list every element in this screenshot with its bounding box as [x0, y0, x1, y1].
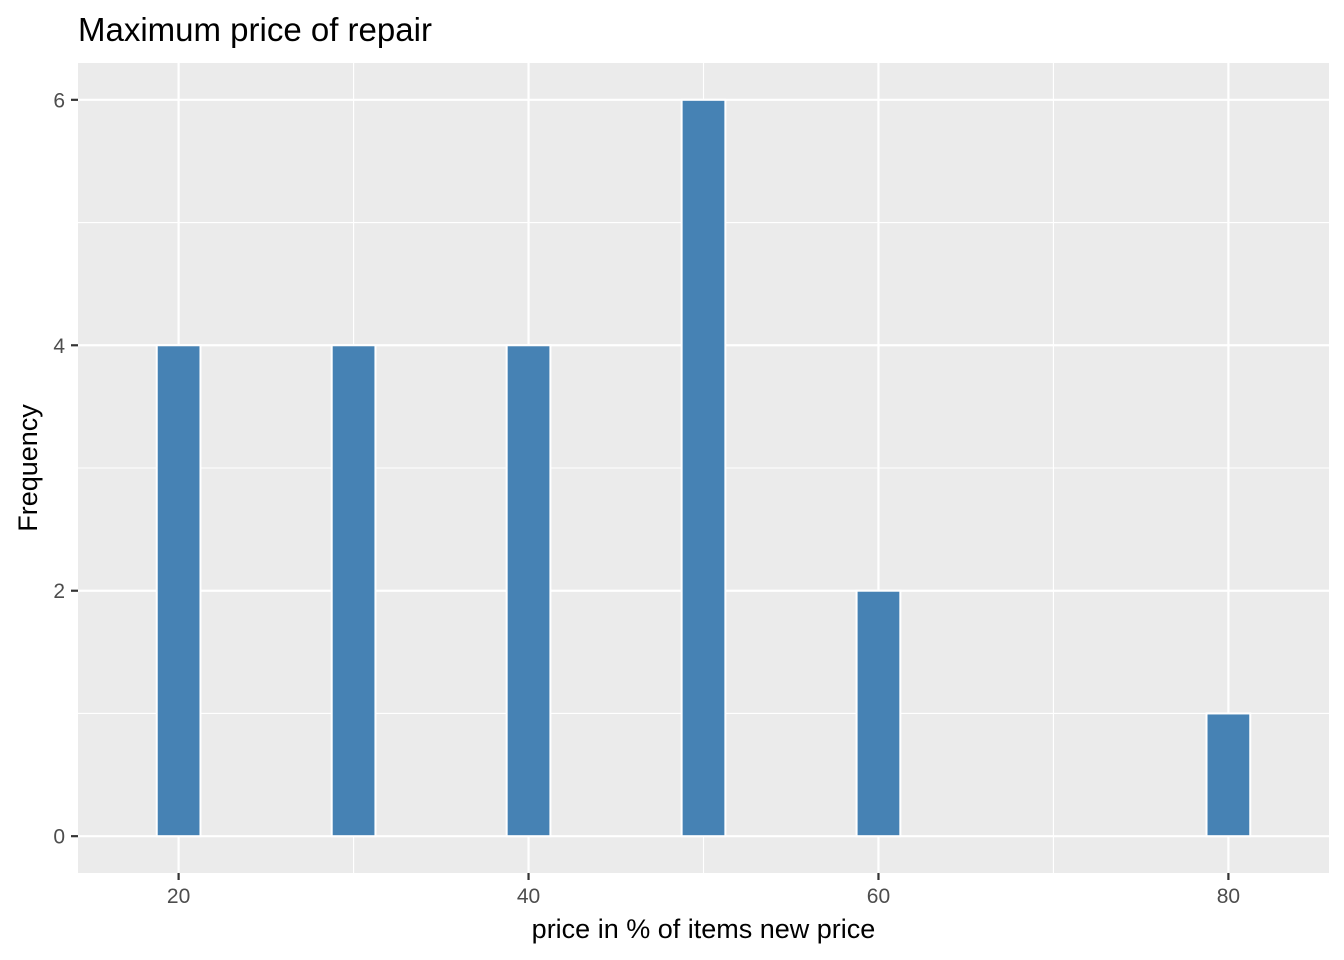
bar: [155, 344, 202, 838]
y-tick-label: 2: [53, 580, 65, 603]
y-tick-label: 6: [53, 89, 65, 112]
chart-title: Maximum price of repair: [78, 11, 432, 48]
x-tick-label: 60: [867, 885, 890, 908]
x-tick-label: 80: [1217, 885, 1240, 908]
y-axis: 0 2 4 6: [53, 89, 78, 849]
x-tick-label: 20: [167, 885, 190, 908]
bar: [855, 589, 902, 838]
x-tick-label: 40: [517, 885, 540, 908]
y-tick-label: 0: [53, 826, 65, 849]
bar: [1205, 712, 1252, 838]
y-tick-label: 4: [53, 335, 65, 358]
x-axis-title: price in % of items new price: [532, 914, 876, 944]
bar: [330, 344, 377, 838]
y-axis-title: Frequency: [13, 404, 43, 532]
bars: [155, 98, 1252, 838]
bar: [680, 98, 727, 838]
x-axis: 20 40 60 80: [167, 873, 1240, 908]
bar: [505, 344, 552, 838]
